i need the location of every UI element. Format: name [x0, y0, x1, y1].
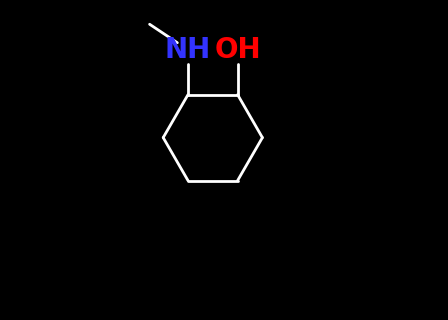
- Text: OH: OH: [214, 36, 261, 64]
- Text: NH: NH: [165, 36, 211, 64]
